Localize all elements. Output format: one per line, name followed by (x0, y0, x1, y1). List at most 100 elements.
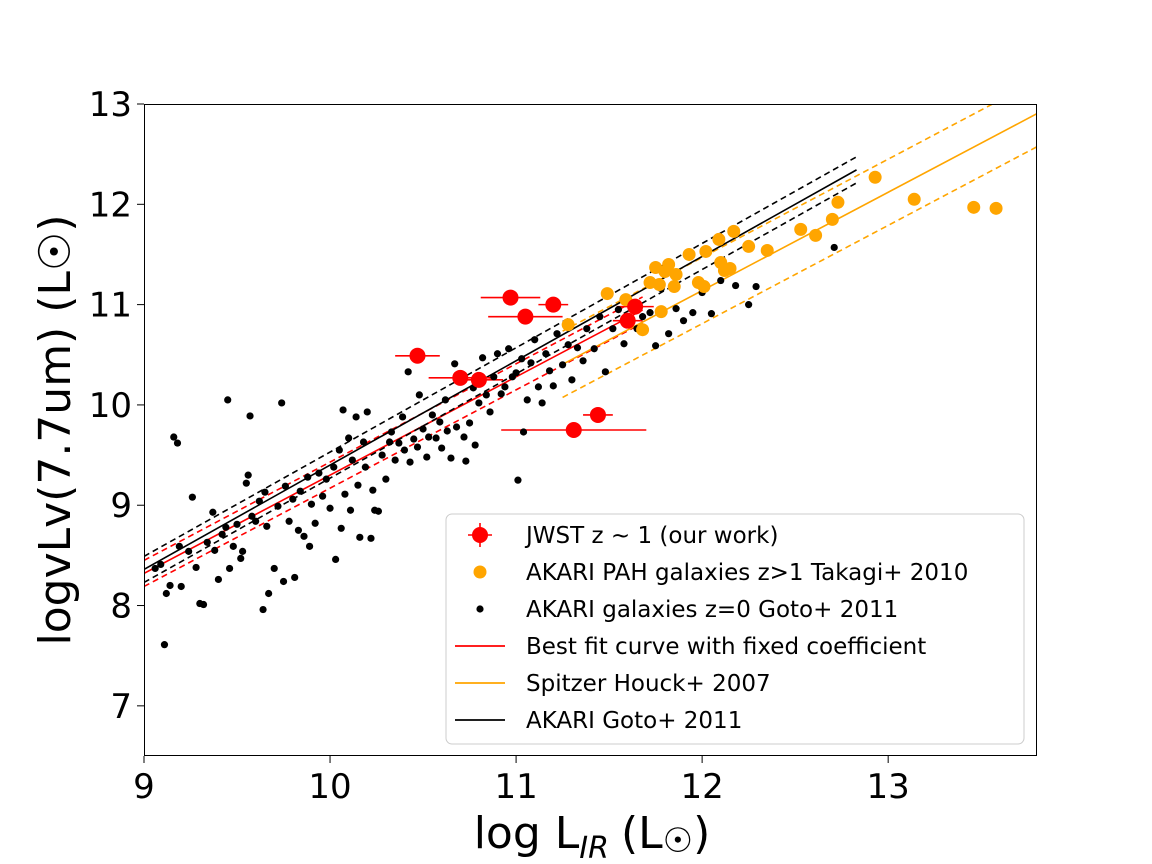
y-tick-label: 12 (89, 185, 132, 225)
akari-galaxy-point (413, 443, 422, 451)
akari-galaxy-point (199, 600, 208, 609)
akari-galaxy-point (214, 575, 223, 584)
akari-galaxy-point (307, 500, 316, 508)
akari-pah-galaxy-point (654, 305, 668, 319)
akari-galaxy-point (400, 446, 409, 454)
akari-galaxy-point (549, 382, 557, 390)
akari-galaxy-point (211, 546, 219, 554)
akari-galaxy-point (404, 368, 412, 376)
akari-galaxy-point (185, 547, 193, 555)
fit-band-line (144, 322, 643, 588)
akari-galaxy-point (830, 243, 838, 252)
akari-galaxy-point (289, 495, 297, 503)
akari-galaxy-point (590, 345, 598, 353)
akari-galaxy-point (274, 502, 282, 510)
akari-galaxy-point (369, 486, 377, 494)
akari-galaxy-point (478, 354, 487, 362)
akari-galaxy-point (423, 453, 431, 461)
akari-galaxy-point (356, 533, 364, 541)
akari-galaxy-point (436, 418, 444, 426)
akari-galaxy-point (281, 482, 289, 490)
akari-galaxy-point (160, 641, 169, 649)
akari-galaxy-point (222, 523, 230, 531)
akari-galaxy-point (246, 412, 254, 420)
akari-galaxy-point (452, 423, 461, 431)
akari-pah-galaxy-point (794, 222, 808, 236)
akari-pah-galaxy-point (760, 243, 774, 257)
akari-galaxy-point (601, 368, 609, 376)
akari-galaxy-point (315, 469, 323, 477)
akari-galaxy-point (285, 517, 293, 525)
fit-band-line (144, 296, 643, 562)
akari-galaxy-point (406, 458, 414, 466)
akari-pah-galaxy-point (652, 278, 666, 292)
akari-galaxy-point (345, 434, 353, 442)
akari-galaxy-point (265, 589, 273, 598)
akari-galaxy-point (248, 512, 256, 520)
fit-line-spitzer-houck-2007 (562, 112, 1037, 366)
akari-galaxy-point (717, 276, 725, 285)
akari-galaxy-point (239, 547, 247, 555)
akari-galaxy-point (531, 336, 539, 344)
x-tick-label: 10 (308, 767, 351, 807)
akari-galaxy-point (387, 428, 396, 436)
akari-galaxy-point (460, 433, 468, 441)
y-tick-label: 8 (110, 587, 132, 627)
fit-band-line (144, 182, 857, 584)
akari-galaxy-point (348, 456, 356, 464)
legend-marker-jwst (472, 527, 488, 543)
akari-galaxy-point (242, 479, 250, 487)
akari-pah-galaxy-point (561, 318, 575, 332)
akari-galaxy-point (745, 301, 753, 309)
jwst-point (452, 369, 469, 386)
akari-galaxy-point (263, 522, 271, 530)
akari-galaxy-point (209, 508, 217, 516)
jwst-point (517, 308, 534, 325)
akari-galaxy-point (558, 361, 567, 369)
akari-galaxy-point (583, 325, 591, 333)
akari-galaxy-point (291, 573, 299, 582)
akari-galaxy-point (157, 560, 165, 569)
akari-galaxy-point (501, 383, 509, 391)
akari-galaxy-point (564, 341, 572, 349)
akari-galaxy-point (568, 376, 576, 384)
akari-galaxy-point (620, 340, 628, 348)
akari-galaxy-point (162, 589, 170, 598)
x-axis-title: log LIR (L☉) (474, 808, 711, 864)
akari-galaxy-point (545, 367, 554, 375)
akari-galaxy-point (441, 396, 449, 404)
akari-pah-galaxy-point (669, 268, 683, 282)
akari-galaxy-point (486, 408, 494, 416)
akari-galaxy-point (151, 564, 159, 573)
akari-pah-galaxy-point (868, 170, 882, 184)
akari-pah-galaxy-point (667, 280, 681, 294)
akari-galaxy-point (279, 577, 288, 586)
akari-galaxy-point (482, 391, 490, 399)
akari-galaxy-point (339, 406, 347, 414)
akari-galaxy-point (374, 507, 383, 515)
legend-label: AKARI Goto+ 2011 (526, 708, 742, 734)
akari-galaxy-point (224, 396, 232, 404)
akari-galaxy-point (553, 330, 561, 338)
akari-pah-galaxy-point (697, 280, 711, 294)
akari-galaxy-point (359, 438, 368, 446)
akari-galaxy-point (672, 305, 680, 313)
akari-galaxy-point (354, 481, 362, 489)
x-tick-label: 11 (494, 767, 537, 807)
jwst-point (409, 347, 426, 364)
legend-marker-akari-pah (473, 565, 487, 579)
jwst-point (627, 298, 644, 315)
akari-galaxy-point (512, 369, 520, 377)
y-axis-title: logvLv(7.7um) (L☉) (30, 215, 81, 646)
akari-galaxy-point (523, 396, 531, 404)
akari-galaxy-point (311, 519, 319, 527)
akari-galaxy-point (514, 476, 522, 484)
akari-galaxy-point (410, 435, 418, 443)
akari-galaxy-point (398, 413, 407, 421)
akari-pah-galaxy-point (682, 247, 696, 261)
akari-galaxy-point (505, 345, 513, 353)
akari-galaxy-point (475, 399, 483, 407)
akari-galaxy-point (609, 325, 617, 333)
akari-galaxy-point (218, 530, 226, 538)
jwst-point (502, 289, 519, 306)
